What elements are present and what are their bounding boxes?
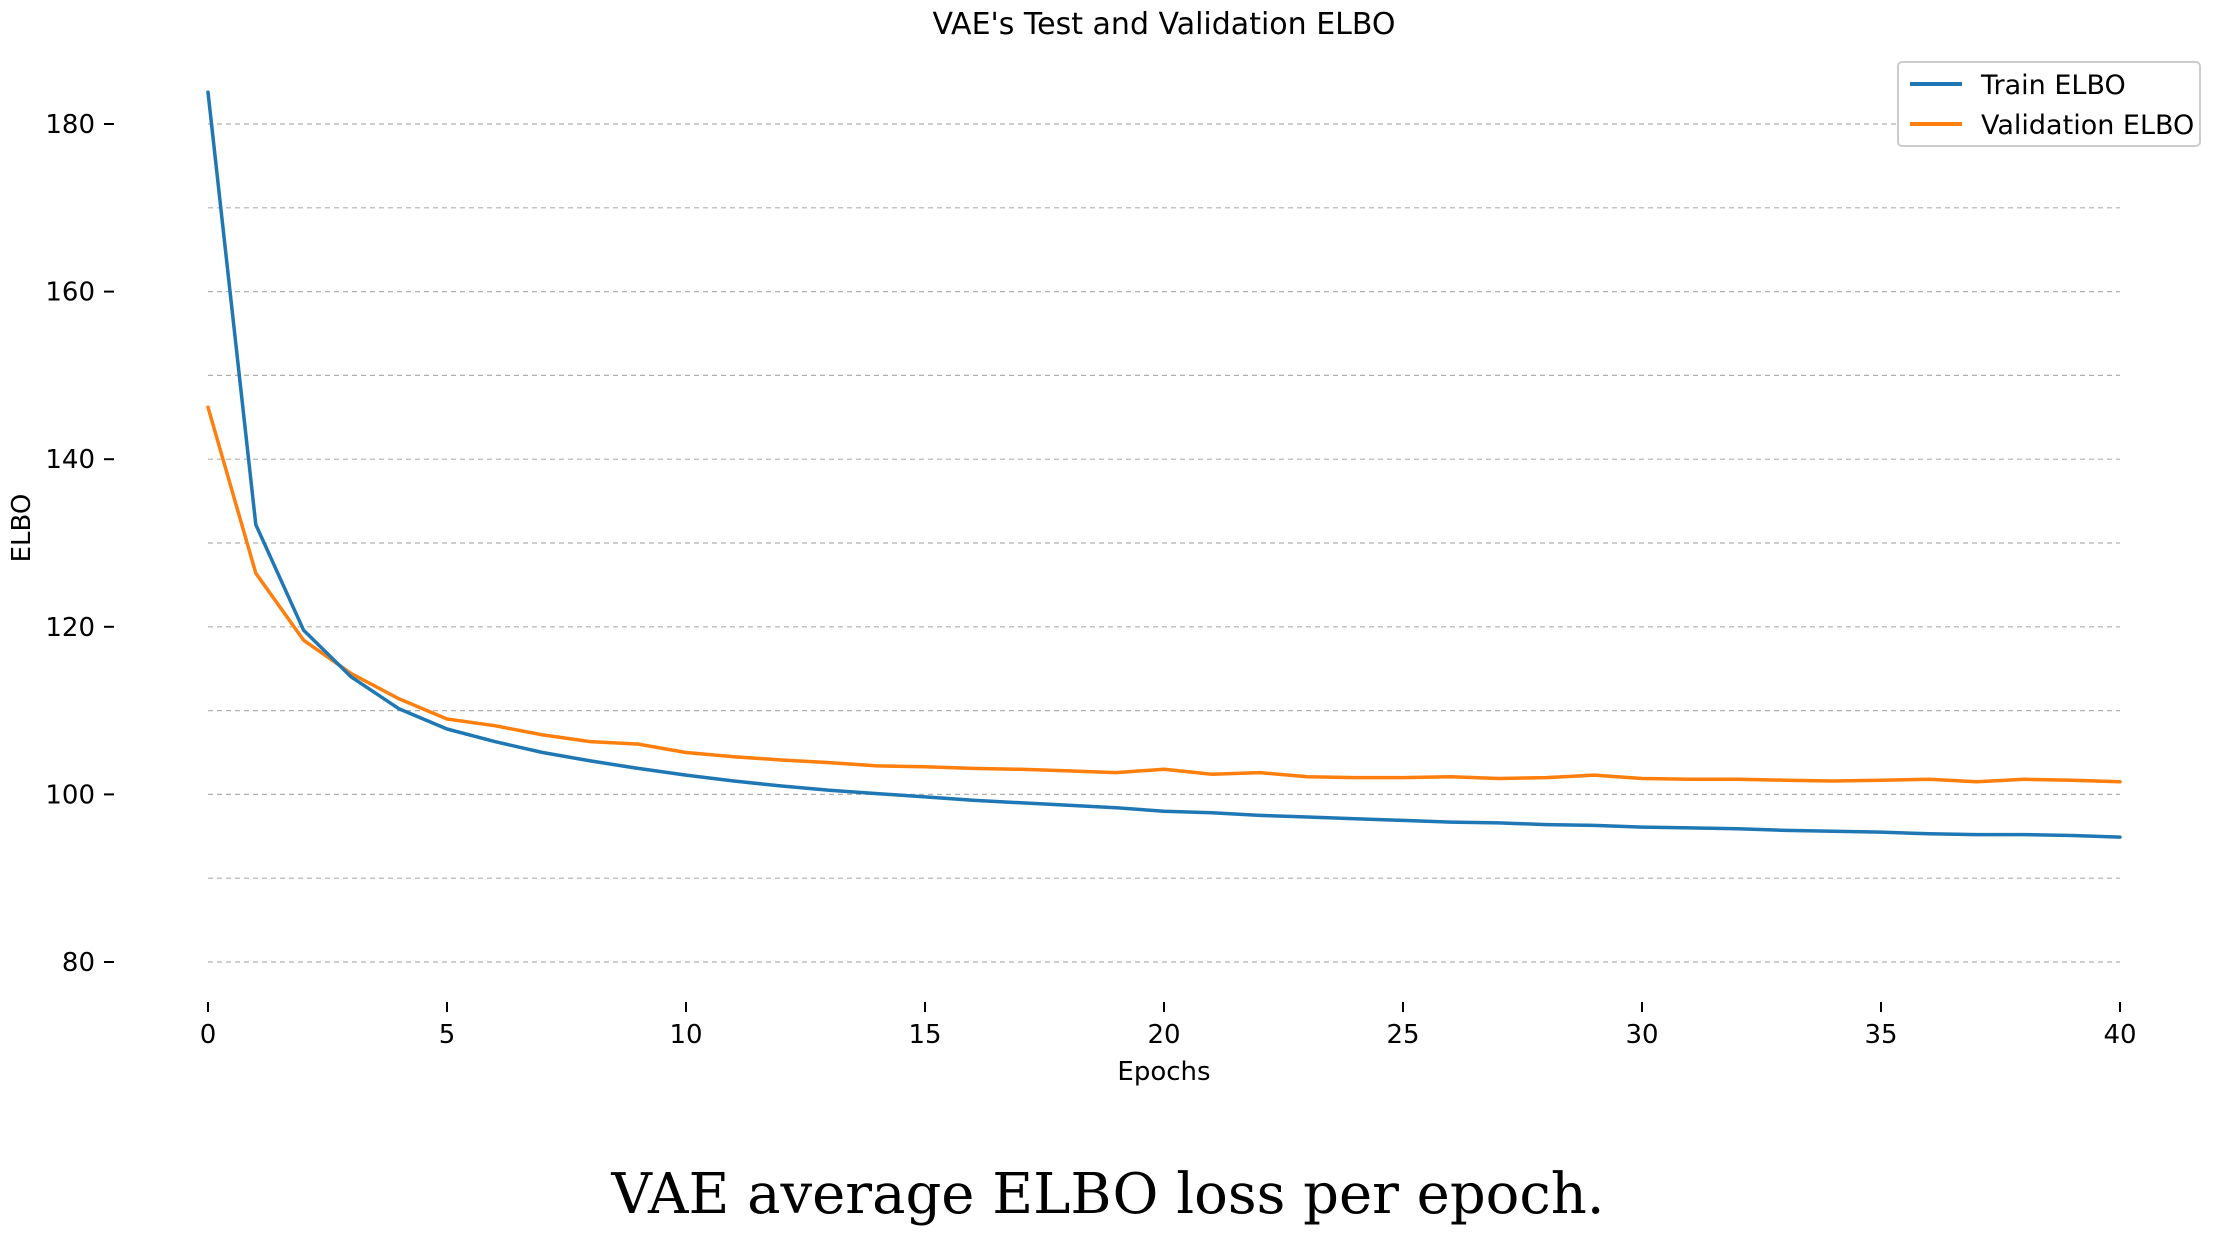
chart-title: VAE's Test and Validation ELBO [932, 7, 1395, 42]
series-lines [206, 90, 2122, 839]
y-tick-label: 160 [45, 278, 95, 308]
figure-caption: VAE average ELBO loss per epoch. [611, 1162, 1605, 1227]
legend: Train ELBO Validation ELBO [1897, 61, 2201, 147]
series-line-validation [206, 405, 2122, 784]
y-axis-label: ELBO [7, 494, 37, 563]
grid-lines [208, 123, 2120, 963]
y-tick-label: 120 [45, 613, 95, 643]
x-tick-label: 15 [908, 1020, 941, 1050]
series-line-train [206, 90, 2122, 839]
x-tick-label: 5 [439, 1020, 456, 1050]
x-axis-ticks: 0 5 10 15 20 25 30 35 40 [200, 1002, 2137, 1050]
legend-label-validation: Validation ELBO [1981, 110, 2194, 141]
legend-label-train: Train ELBO [1980, 70, 2126, 101]
x-axis-label: Epochs [1117, 1057, 1210, 1087]
legend-frame [1897, 61, 2201, 147]
x-tick-label: 30 [1625, 1020, 1658, 1050]
x-tick-label: 35 [1864, 1020, 1897, 1050]
y-tick-label: 140 [45, 445, 95, 475]
x-tick-label: 0 [200, 1020, 217, 1050]
x-tick-label: 40 [2103, 1020, 2136, 1050]
y-tick-label: 100 [45, 780, 95, 810]
y-tick-label: 80 [62, 948, 95, 978]
x-tick-label: 10 [669, 1020, 702, 1050]
y-tick-label: 180 [45, 110, 95, 140]
x-tick-label: 20 [1147, 1020, 1180, 1050]
y-axis-ticks: 80 100 120 140 160 180 [45, 110, 114, 978]
x-tick-label: 25 [1386, 1020, 1419, 1050]
